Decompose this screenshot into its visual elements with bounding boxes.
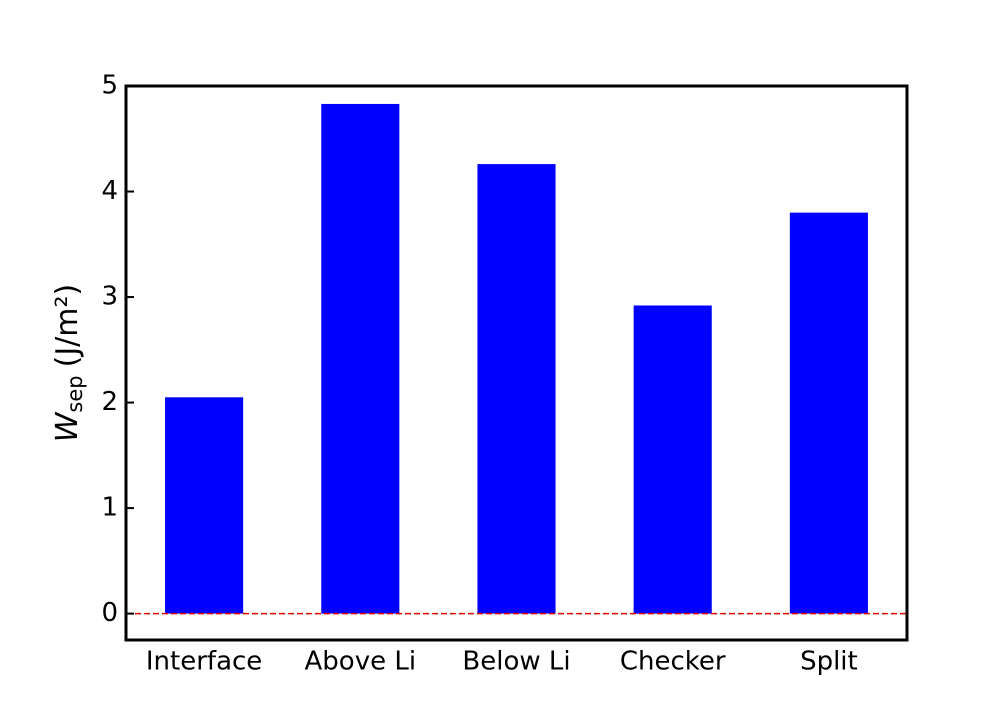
y-label-subscript: sep (63, 375, 87, 412)
y-tick-label: 0 (101, 598, 118, 628)
y-tick-label: 5 (101, 71, 118, 101)
plot-frame (124, 84, 909, 642)
x-tick-label: Split (800, 647, 858, 677)
x-tick-label: Below Li (462, 647, 570, 677)
x-tick-label: Interface (146, 647, 262, 677)
y-label-unit: (J/m²) (50, 284, 85, 368)
x-tick-label: Checker (620, 647, 726, 677)
x-tick-label: Above Li (305, 647, 417, 677)
y-axis-label: Wsep (J/m²) (50, 284, 88, 443)
bar (633, 305, 712, 614)
y-tick-label: 2 (101, 387, 118, 417)
bar (789, 212, 868, 614)
y-tick-label: 1 (101, 493, 118, 523)
y-label-symbol: W (50, 411, 85, 442)
bar (477, 164, 556, 614)
y-tick-label: 3 (101, 282, 118, 312)
y-tick-label: 4 (101, 176, 118, 206)
bar (321, 103, 400, 614)
bar (165, 397, 244, 614)
